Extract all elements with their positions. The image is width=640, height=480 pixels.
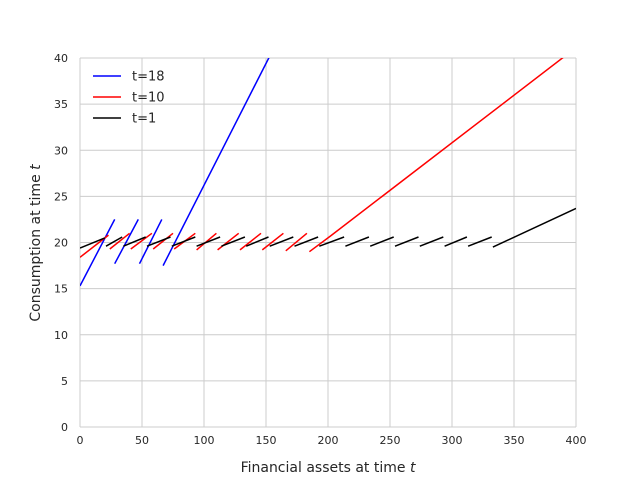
- series-line-segment: [138, 219, 163, 265]
- y-tick-label: 10: [54, 329, 68, 342]
- series-line-segment: [217, 232, 240, 251]
- series-line-segment: [285, 232, 308, 252]
- y-tick-label: 30: [54, 144, 68, 157]
- legend-label: t=18: [132, 70, 165, 85]
- series-line-segment: [369, 236, 394, 247]
- y-tick-label: 40: [54, 52, 68, 65]
- series-line-segment: [444, 236, 468, 247]
- y-tick-label: 15: [54, 283, 68, 296]
- series-line-segment: [114, 219, 139, 265]
- series-line-segment: [239, 232, 262, 251]
- y-axis-label: Consumption at time t: [28, 164, 44, 322]
- series-line-segment: [146, 236, 171, 247]
- series-line-segment: [467, 236, 492, 247]
- series-line-segment: [123, 236, 146, 247]
- y-tick-label: 5: [61, 375, 68, 388]
- series-line-segment: [308, 58, 564, 253]
- series-layer: [80, 58, 576, 287]
- series-t-1: [80, 207, 576, 249]
- x-tick-label: 350: [504, 434, 525, 447]
- series-t-18: [80, 58, 270, 287]
- series-line-segment: [261, 232, 284, 251]
- series-line-segment: [221, 236, 246, 247]
- x-tick-label: 50: [135, 434, 149, 447]
- series-line-segment: [130, 232, 153, 250]
- series-line-segment: [196, 236, 221, 247]
- series-line-segment: [319, 236, 345, 247]
- series-line-segment: [80, 219, 116, 287]
- x-tick-label: 250: [380, 434, 401, 447]
- legend-item: t=18: [93, 70, 165, 85]
- y-tick-label: 0: [61, 421, 68, 434]
- x-tick-label: 400: [566, 434, 587, 447]
- series-line-segment: [419, 236, 444, 247]
- legend: t=18 t=10 t=1: [93, 70, 165, 127]
- series-line-segment: [394, 236, 419, 247]
- series-line-segment: [492, 207, 576, 248]
- x-tick-labels: 0 50 100 150 200 250 300 350 400: [77, 434, 587, 447]
- series-line-segment: [80, 237, 106, 249]
- x-tick-label: 300: [442, 434, 463, 447]
- x-tick-label: 0: [77, 434, 84, 447]
- series-line-segment: [109, 232, 131, 250]
- legend-item: t=10: [93, 91, 165, 106]
- series-line-segment: [294, 236, 319, 247]
- series-line-segment: [245, 236, 269, 247]
- x-tick-label: 200: [318, 434, 339, 447]
- legend-label: t=10: [132, 91, 165, 106]
- y-tick-label: 20: [54, 237, 68, 250]
- x-tick-label: 150: [256, 434, 277, 447]
- series-line-segment: [162, 58, 270, 266]
- legend-label: t=1: [132, 112, 156, 127]
- series-line-segment: [152, 232, 174, 250]
- series-line-segment: [345, 236, 370, 247]
- series-line-segment: [269, 236, 294, 247]
- series-line-segment: [105, 236, 123, 247]
- legend-item: t=1: [93, 112, 156, 127]
- y-tick-labels: 0 5 10 15 20 25 30 35 40: [54, 52, 68, 434]
- y-tick-label: 35: [54, 98, 68, 111]
- x-tick-label: 100: [194, 434, 215, 447]
- y-tick-label: 25: [54, 190, 68, 203]
- series-line-segment: [171, 236, 196, 247]
- series-t-10: [80, 58, 564, 258]
- x-axis-label: Financial assets at time t: [241, 460, 416, 476]
